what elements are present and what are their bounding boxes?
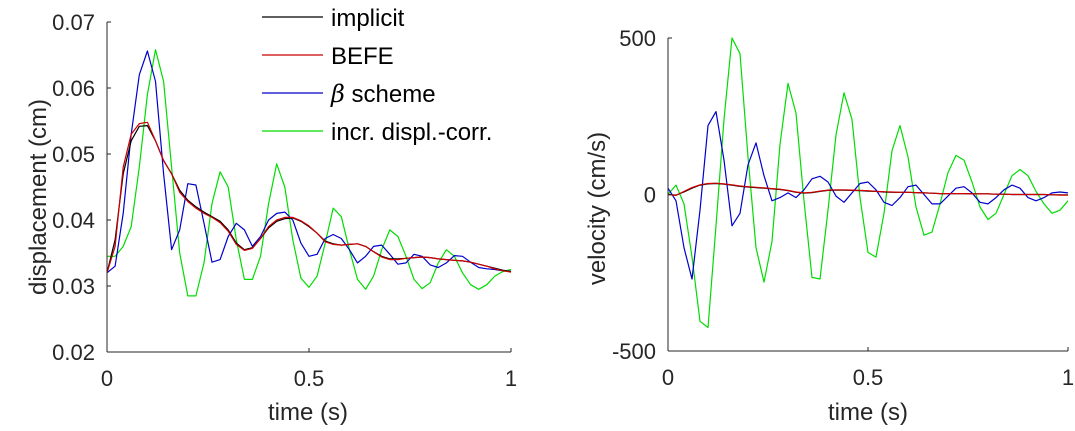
legend-label-beta-scheme: β scheme: [330, 80, 436, 108]
velocity-y-axis-label: velocity (cm/s): [584, 132, 611, 285]
displacement-series-implicit: [106, 124, 512, 273]
displacement-y-tick-label: 0.03: [52, 274, 95, 299]
displacement-y-axis-label: displacement (cm): [25, 99, 52, 295]
displacement-y-tick-label: 0.07: [52, 10, 95, 35]
displacement-series-beta: [106, 50, 512, 274]
velocity-x-tick-label: 0.5: [853, 365, 884, 390]
velocity-y-tick-label: 0: [644, 183, 656, 208]
velocity-x-tick-label: 1: [1062, 365, 1074, 390]
displacement-y-tick-label: 0.02: [52, 340, 95, 365]
legend: implicit BEFE β scheme incr. displ.-corr…: [262, 5, 492, 146]
legend-beta-label: scheme: [345, 81, 436, 108]
displacement-y-tick-label: 0.06: [52, 76, 95, 101]
velocity-y-tick-label: 500: [619, 26, 656, 51]
displacement-x-axis-label: time (s): [268, 399, 348, 426]
velocity-x-axis-label: time (s): [828, 399, 908, 426]
velocity-series-incr: [667, 37, 1069, 329]
legend-label-implicit: implicit: [331, 5, 405, 32]
velocity-series-group: [667, 37, 1069, 329]
displacement-chart: 0 0.5 1 0.02 0.03 0.04 0.05 0.06 0.07 time (s) d…: [25, 5, 517, 426]
displacement-series-incr: [107, 49, 512, 297]
displacement-x-tick-label: 0: [101, 366, 113, 391]
velocity-x-tick-label: 0: [662, 365, 674, 390]
displacement-y-tick-label: 0.05: [52, 142, 95, 167]
displacement-series-befe: [106, 121, 512, 273]
velocity-series-befe: [667, 182, 1068, 196]
legend-beta-symbol: β: [330, 80, 345, 108]
displacement-x-tick-label: 0.5: [294, 366, 325, 391]
displacement-y-tick-label: 0.04: [52, 208, 95, 233]
displacement-axes: 0 0.5 1 0.02 0.03 0.04 0.05 0.06 0.07: [52, 10, 517, 391]
velocity-y-tick-label: -500: [612, 339, 656, 364]
legend-label-incr-displ-corr: incr. displ.-corr.: [331, 119, 492, 146]
legend-label-befe: BEFE: [331, 43, 394, 70]
velocity-series-beta: [667, 110, 1069, 280]
displacement-x-tick-label: 1: [505, 366, 517, 391]
displacement-series-group: [106, 49, 512, 297]
